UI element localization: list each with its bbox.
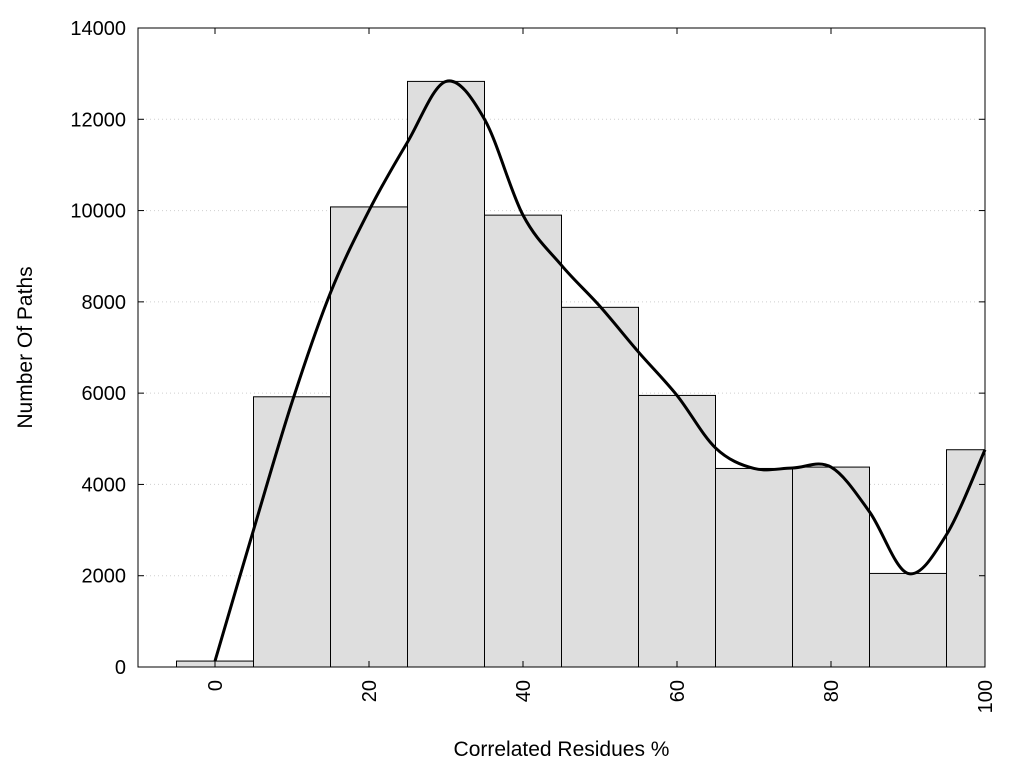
x-tick-label: 0: [205, 680, 227, 691]
y-axis-ticks: 0 2000 4000 6000 8000 10000 12000 14000: [70, 18, 985, 679]
y-tick-label: 0: [115, 657, 126, 679]
plot-area-frame: [137, 27, 986, 668]
histogram-bar: [869, 572, 947, 668]
histogram-bar: [561, 306, 639, 668]
x-axis-ticks: 0 20 40 60 80 100: [205, 28, 997, 713]
y-tick-label: 10000: [70, 201, 126, 223]
histogram-bar: [253, 396, 331, 668]
y-tick-label: 8000: [82, 292, 127, 314]
x-tick-label: 20: [359, 680, 381, 702]
bars: [176, 80, 986, 668]
x-tick-label: 80: [821, 680, 843, 702]
density-curve: [213, 79, 987, 662]
y-tick-label: 4000: [82, 474, 127, 496]
histogram-bar: [330, 206, 408, 668]
x-tick-label: 60: [667, 680, 689, 702]
histogram-bar: [407, 80, 485, 668]
histogram-bar: [484, 214, 562, 668]
histogram-bar: [946, 449, 986, 668]
y-tick-label: 6000: [82, 383, 127, 405]
y-tick-label: 12000: [70, 109, 126, 131]
x-tick-label: 40: [513, 680, 535, 702]
y-axis-label: Number Of Paths: [14, 266, 37, 428]
y-tick-label: 14000: [70, 18, 126, 40]
x-axis-label: Correlated Residues %: [454, 738, 670, 761]
histogram-bar: [715, 467, 793, 668]
y-tick-label: 2000: [82, 566, 127, 588]
x-tick-label: 100: [975, 680, 997, 713]
density-curve-line: [213, 79, 987, 662]
